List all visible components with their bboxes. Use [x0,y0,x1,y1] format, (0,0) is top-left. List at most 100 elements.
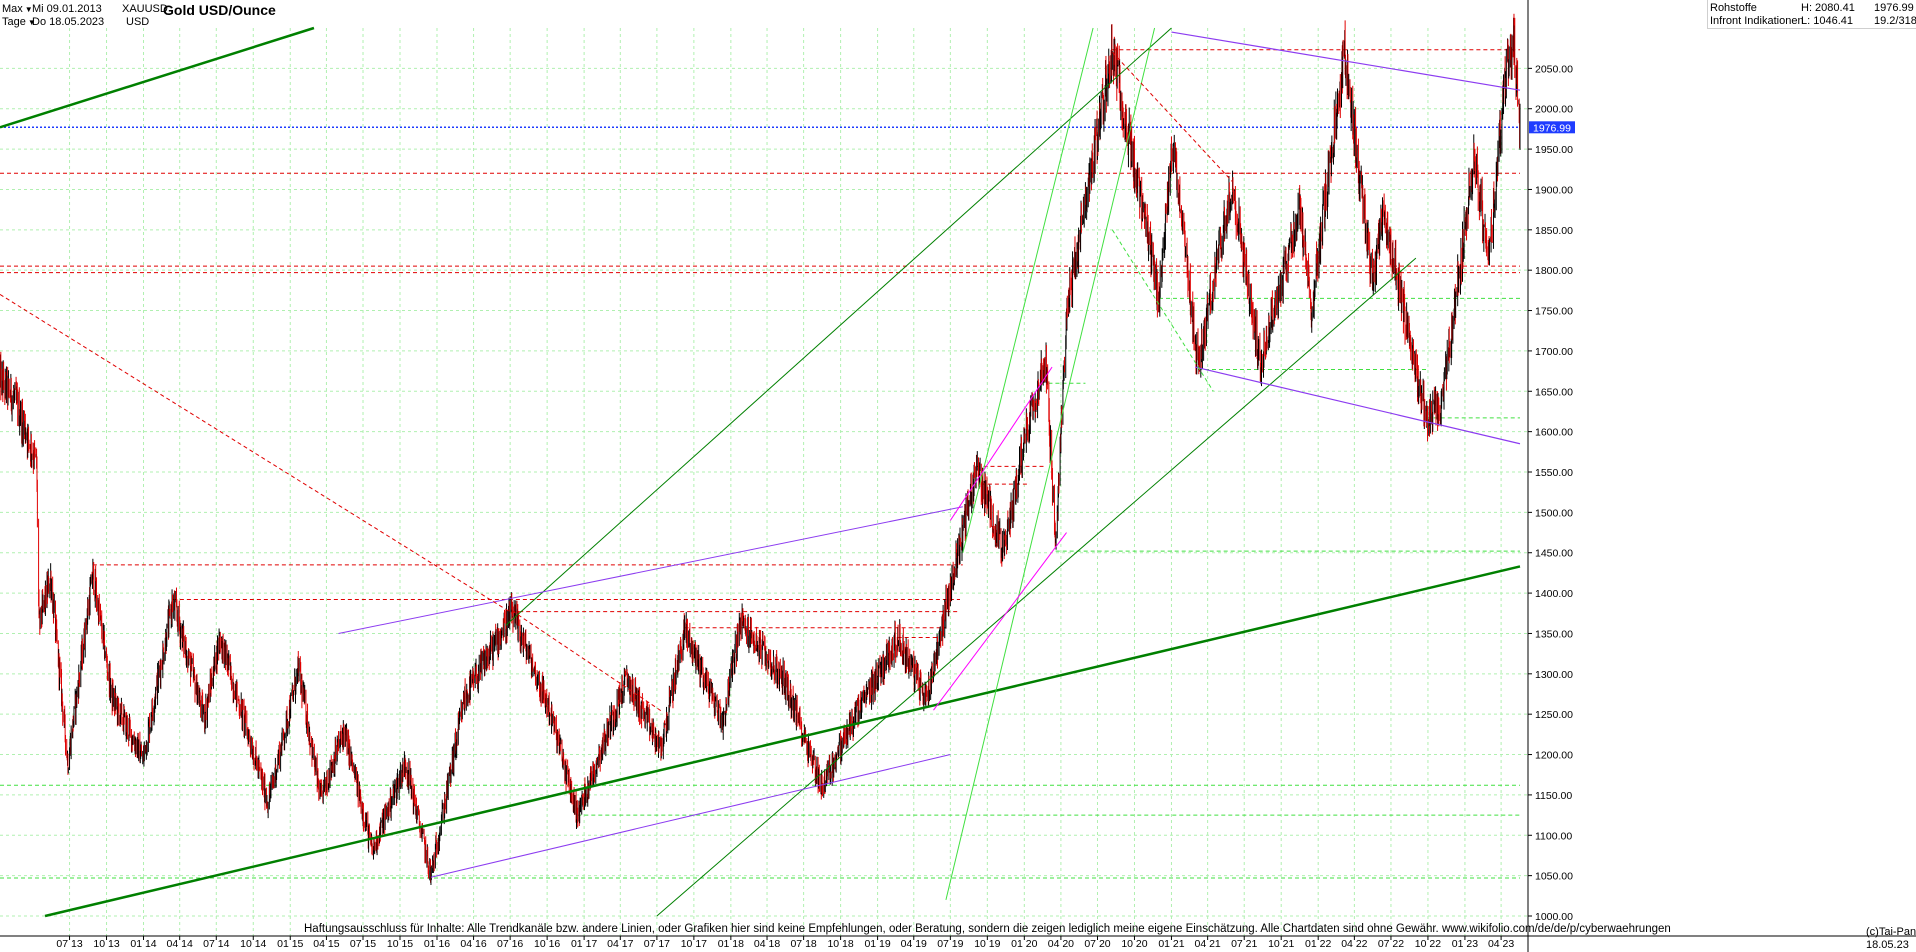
disclaimer-text: Haftungsausschluss für Inhalte: Alle Tre… [304,923,1671,935]
trendline [1111,229,1214,392]
last-value: 1976.99 [1874,2,1914,14]
horizontal-levels [0,49,1520,879]
y-tick-label: 1450.00 [1535,548,1573,560]
chevron-down-icon: ▼ [24,5,33,14]
x-tick-label: 10 17 [681,938,707,950]
y-tick-label: 1300.00 [1535,669,1573,681]
x-tick-label: 01 19 [864,938,890,950]
candles [0,13,1521,885]
x-tick-label: 01 20 [1011,938,1037,950]
x-tick-label: 07 18 [790,938,816,950]
y-tick-label: 1800.00 [1535,265,1573,277]
x-tick-label: 01 22 [1305,938,1331,950]
category-label: Rohstoffe [1710,2,1757,14]
trendline [505,27,1172,626]
end-date: 18.05.23 [1866,939,1909,951]
y-tick-label: 1500.00 [1535,507,1573,519]
x-tick-label: 01 17 [571,938,597,950]
x-tick-label: 01 18 [718,938,744,950]
x-tick-label: 01 16 [424,938,450,950]
y-tick-label: 1000.00 [1535,911,1573,923]
trendlines [0,26,1521,918]
x-tick-label: 07 16 [497,938,523,950]
x-tick-label: 04 14 [167,938,193,950]
trendline [945,27,1156,900]
x-tick-label: 01 15 [277,938,303,950]
x-tick-label: 10 22 [1415,938,1441,950]
x-tick-label: 10 14 [240,938,266,950]
x-tick-label: 04 21 [1194,938,1220,950]
y-tick-label: 1200.00 [1535,750,1573,762]
y-tick-label: 1250.00 [1535,709,1573,721]
y-tick-label: 2000.00 [1535,104,1573,116]
x-tick-label: 04 15 [313,938,339,950]
date-from: Mi 09.01.2013 [32,3,102,15]
x-tick-label: 04 20 [1048,938,1074,950]
x-tick-label: 04 18 [754,938,780,950]
x-tick-label: 10 15 [387,938,413,950]
symbol: XAUUSD [122,3,168,15]
x-tick-label: 07 20 [1084,938,1110,950]
y-tick-label: 1150.00 [1535,790,1572,802]
trendline [0,293,513,614]
x-tick-label: 07 17 [644,938,670,950]
provider-label: Infront Indikationen [1710,15,1804,27]
x-tick-label: 10 19 [974,938,1000,950]
chart-title: Gold USD/Ounce [163,2,276,18]
range-select[interactable]: Max ▼ [2,3,33,15]
x-tick-label: 07 19 [937,938,963,950]
y-tick-label: 1400.00 [1535,588,1573,600]
trendline [338,506,963,634]
x-tick-label: 07 21 [1231,938,1257,950]
y-tick-label: 1600.00 [1535,427,1573,439]
extra-value: 19.2/318.9 [1874,15,1916,27]
grid [0,28,1528,936]
last-price-badge [1529,121,1575,134]
trendline [949,366,1053,521]
trendline [511,610,663,713]
high-value: H: 2080.41 [1801,2,1855,14]
x-tick-label: 01 21 [1158,938,1184,950]
info-box [1707,0,1916,29]
x-tick-label: 04 23 [1488,938,1514,950]
trendline [1195,366,1521,445]
x-tick-label: 04 16 [460,938,486,950]
trendline [430,754,951,878]
trendline [1111,51,1233,182]
x-tick-label: 10 16 [534,938,560,950]
trendline [1171,31,1521,91]
x-tick-label: 07 22 [1378,938,1404,950]
y-tick-label: 1950.00 [1535,144,1573,156]
x-tick-label: 10 13 [93,938,119,950]
x-tick-label: 07 15 [350,938,376,950]
x-tick-label: 04 22 [1341,938,1367,950]
x-tick-label: 07 13 [56,938,82,950]
x-tick-label: 10 21 [1268,938,1294,950]
interval-select[interactable]: Tage ▼ [2,16,36,28]
trendline [44,565,1521,918]
y-tick-label: 1750.00 [1535,306,1573,318]
trendline [933,532,1067,711]
trendline [962,27,1094,553]
x-tick-label: 04 19 [901,938,927,950]
low-value: L: 1046.41 [1801,15,1853,27]
y-tick-label: 1350.00 [1535,628,1573,640]
y-tick-label: 1850.00 [1535,225,1573,237]
last-price-label: 1976.99 [1533,122,1571,134]
trendline [656,257,1417,917]
x-tick-label: 07 14 [203,938,229,950]
y-tick-label: 2050.00 [1535,63,1573,75]
currency: USD [126,16,150,28]
date-to: Do 18.05.2023 [32,16,105,28]
y-tick-label: 1050.00 [1535,871,1573,883]
y-tick-label: 1100.00 [1535,830,1572,842]
trendline [0,26,315,129]
chevron-down-icon: ▼ [27,18,36,27]
x-tick-label: 10 18 [827,938,853,950]
x-tick-label: 10 20 [1121,938,1147,950]
x-tick-label: 01 23 [1452,938,1478,950]
y-tick-label: 1550.00 [1535,467,1573,479]
